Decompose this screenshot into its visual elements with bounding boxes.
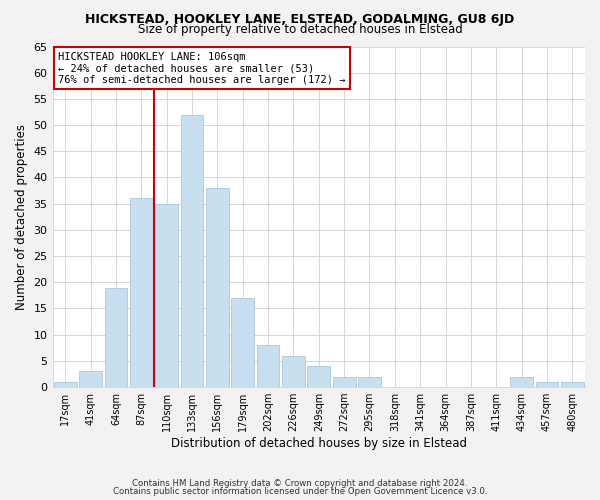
Bar bbox=[510, 376, 533, 387]
Bar bbox=[231, 298, 254, 387]
Bar bbox=[536, 382, 559, 387]
Text: Size of property relative to detached houses in Elstead: Size of property relative to detached ho… bbox=[137, 22, 463, 36]
Bar bbox=[257, 345, 280, 387]
Bar bbox=[307, 366, 330, 387]
Bar bbox=[54, 382, 77, 387]
Bar bbox=[333, 376, 356, 387]
Y-axis label: Number of detached properties: Number of detached properties bbox=[15, 124, 28, 310]
Bar bbox=[104, 288, 127, 387]
Bar bbox=[561, 382, 584, 387]
Bar bbox=[79, 372, 102, 387]
Bar bbox=[206, 188, 229, 387]
Text: HICKSTEAD HOOKLEY LANE: 106sqm
← 24% of detached houses are smaller (53)
76% of : HICKSTEAD HOOKLEY LANE: 106sqm ← 24% of … bbox=[58, 52, 346, 85]
X-axis label: Distribution of detached houses by size in Elstead: Distribution of detached houses by size … bbox=[171, 437, 467, 450]
Text: HICKSTEAD, HOOKLEY LANE, ELSTEAD, GODALMING, GU8 6JD: HICKSTEAD, HOOKLEY LANE, ELSTEAD, GODALM… bbox=[85, 12, 515, 26]
Bar bbox=[155, 204, 178, 387]
Bar bbox=[282, 356, 305, 387]
Bar bbox=[130, 198, 152, 387]
Text: Contains public sector information licensed under the Open Government Licence v3: Contains public sector information licen… bbox=[113, 487, 487, 496]
Bar bbox=[358, 376, 381, 387]
Text: Contains HM Land Registry data © Crown copyright and database right 2024.: Contains HM Land Registry data © Crown c… bbox=[132, 478, 468, 488]
Bar bbox=[181, 114, 203, 387]
